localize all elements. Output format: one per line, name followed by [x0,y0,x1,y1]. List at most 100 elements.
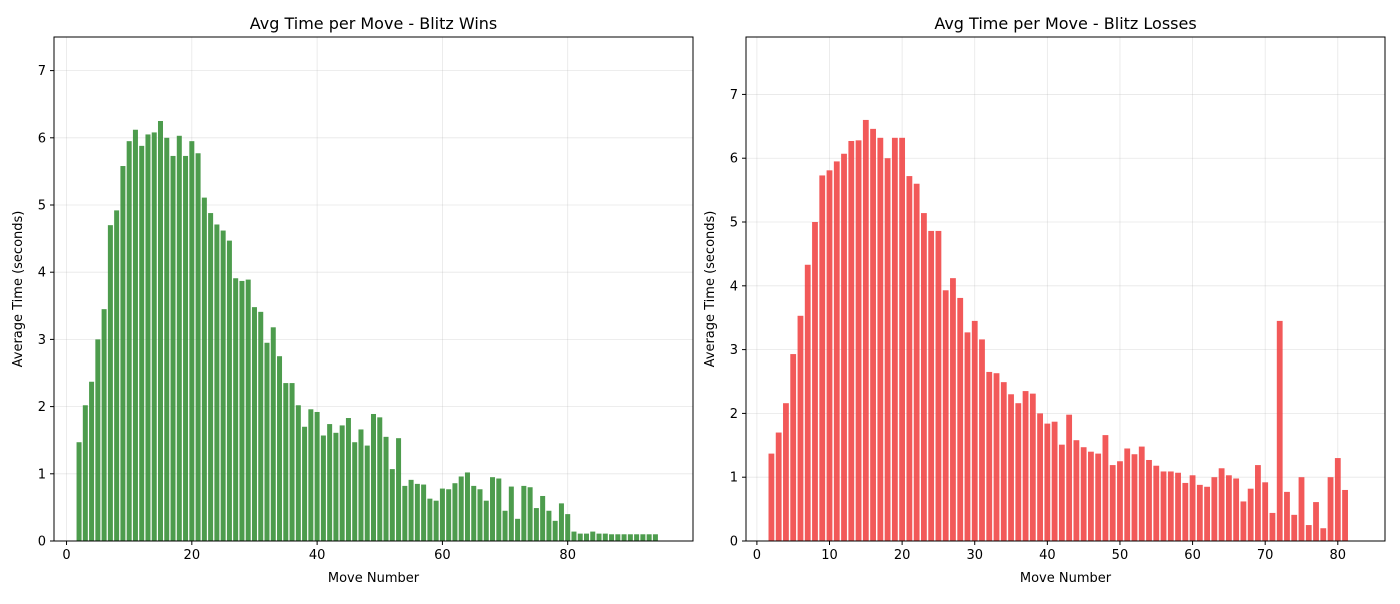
bar [383,436,389,541]
bar [1189,475,1196,541]
bar [971,320,978,541]
x-axis-label: Move Number [328,571,420,586]
bar [515,518,521,541]
bar [101,309,107,541]
bar [964,332,971,541]
bar [775,432,782,541]
bar [364,445,370,541]
bar [884,158,891,541]
bar [1022,391,1029,541]
y-tick-label: 6 [38,131,46,146]
bar [433,500,439,541]
bar [1225,475,1232,541]
bar [790,354,797,541]
bar [483,500,489,541]
bar [270,327,276,541]
bar [452,483,458,541]
bar [957,297,964,541]
bar [1124,448,1131,541]
y-tick-label: 4 [38,266,46,281]
bar [1218,468,1225,541]
bar [546,510,552,541]
bar [1269,512,1276,541]
bar [1298,477,1305,541]
x-tick-label: 10 [821,548,838,563]
bar [583,533,589,541]
y-axis-label: Average Time (seconds) [11,211,26,368]
bar [928,230,935,541]
bar [132,129,138,542]
bar [1211,477,1218,541]
bar [540,495,546,541]
bar [314,411,320,541]
y-tick-label: 1 [38,467,46,482]
bar [490,477,496,541]
bar [82,405,88,541]
bar [1138,446,1145,541]
x-tick-label: 0 [753,548,761,563]
bar [841,153,847,541]
bar [446,489,452,541]
bar [389,469,395,541]
bar [408,479,414,541]
x-tick-label: 80 [559,548,576,563]
x-tick-label: 70 [1257,548,1274,563]
bar [942,290,949,541]
chart-panel-2: 0 10 20 30 40 50 60 70 80 0 1 2 3 4 5 6 7 Avg Time per Mo… [703,14,1386,586]
y-axis-label: Average Time (seconds) [703,211,718,368]
y-tick-label: 4 [730,279,738,294]
x-axis-label: Move Number [1020,571,1112,586]
bar [1000,382,1007,541]
y-tick-label: 3 [38,333,46,348]
bar [1305,525,1312,541]
bar [1247,488,1254,541]
bar [768,453,775,541]
bar [126,141,132,541]
bar [251,307,257,541]
bar [609,534,615,541]
bar [652,534,658,541]
bar [621,534,627,541]
bar [233,278,239,541]
bar [358,429,364,541]
bar [1015,403,1022,541]
bar [170,155,176,541]
bar [833,161,840,541]
bar [164,137,170,542]
bar [502,510,508,541]
bar [195,153,201,541]
bar [496,478,502,541]
bar [1262,482,1269,541]
bar [1160,471,1167,541]
bar [1153,465,1160,541]
y-tick-label: 2 [730,407,738,422]
bar [226,240,232,541]
bar [264,342,270,541]
bar [571,531,577,541]
bar [1044,423,1051,541]
bar [377,417,383,541]
bar [189,141,195,541]
bar [1073,440,1080,541]
bar [352,442,358,541]
bar [477,489,483,541]
bar [201,197,207,542]
y-tick-label: 0 [38,535,46,550]
bar [804,264,811,541]
bar [345,418,351,541]
bar [819,175,826,541]
bar [1008,394,1014,541]
bar [634,534,640,541]
x-tick-label: 40 [309,548,326,563]
bar [1066,414,1073,541]
bar [783,403,789,541]
bar [396,438,402,541]
bar [993,373,1000,541]
bar [521,485,527,541]
y-tick-label: 6 [730,152,738,167]
bar [1051,421,1058,541]
axes-frame [53,36,694,542]
bar [590,531,596,541]
chart-title: Avg Time per Move - Blitz Wins [250,14,498,33]
